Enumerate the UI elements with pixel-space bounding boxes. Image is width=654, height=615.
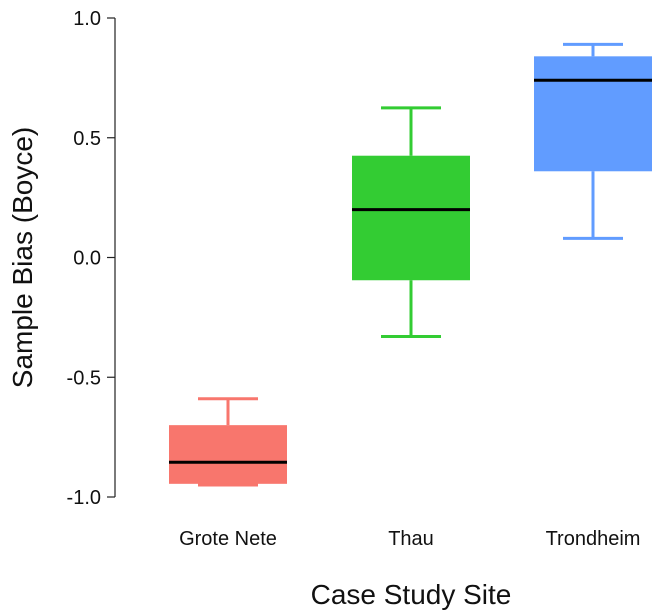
y-tick-label: 1.0: [73, 8, 101, 30]
x-axis-title: Case Study Site: [311, 579, 512, 610]
y-tick-label: -0.5: [67, 367, 101, 389]
y-axis-title: Sample Bias (Boyce): [7, 127, 38, 388]
x-category-label: Thau: [388, 528, 434, 550]
box-thau: [352, 106, 470, 339]
x-category-label: Trondheim: [546, 528, 641, 550]
box-iqr: [352, 155, 470, 281]
boxes: [169, 42, 652, 487]
y-tick-label: 0.0: [73, 248, 101, 270]
box-iqr: [169, 425, 287, 484]
y-axis: 1.0 0.5 0.0 -0.5 -1.0: [67, 8, 116, 509]
box-trondheim: [534, 42, 652, 240]
y-tick-label: -1.0: [67, 487, 101, 509]
box-iqr: [534, 56, 652, 172]
box-grote-nete: [169, 397, 287, 487]
y-tick-label: 0.5: [73, 128, 101, 150]
x-category-label: Grote Nete: [179, 528, 277, 550]
category-labels: Grote Nete Thau Trondheim: [179, 528, 640, 550]
